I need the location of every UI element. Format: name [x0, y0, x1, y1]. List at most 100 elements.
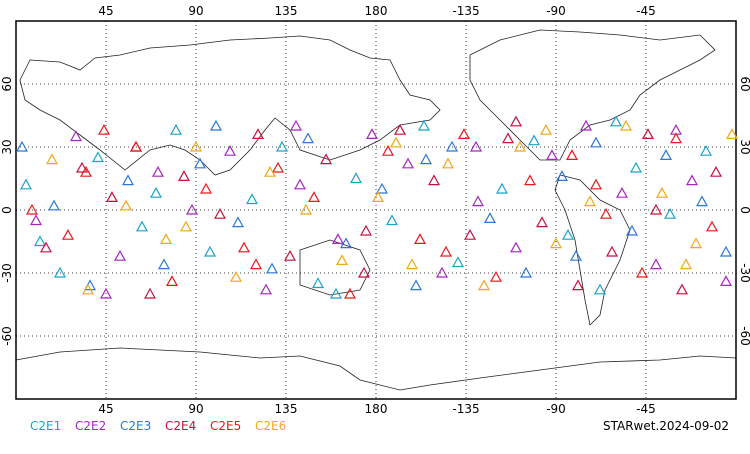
- marker: [625, 224, 639, 236]
- marker: [339, 237, 353, 249]
- marker: [79, 165, 93, 177]
- legend-label: C2E3: [120, 419, 151, 433]
- marker: [99, 287, 113, 299]
- marker: [299, 203, 313, 215]
- marker: [357, 266, 371, 278]
- marker: [439, 245, 453, 257]
- y-tick-label: 60: [738, 76, 750, 91]
- marker: [121, 174, 135, 186]
- marker: [151, 165, 165, 177]
- marker: [289, 119, 303, 131]
- x-tick-label: 135: [275, 4, 298, 18]
- marker: [535, 216, 549, 228]
- marker: [695, 195, 709, 207]
- marker: [293, 178, 307, 190]
- x-tick-label: 135: [275, 402, 298, 416]
- marker: [609, 115, 623, 127]
- marker: [329, 287, 343, 299]
- marker: [463, 228, 477, 240]
- marker: [47, 199, 61, 211]
- marker: [545, 149, 559, 160]
- marker: [375, 182, 389, 194]
- marker: [555, 170, 569, 181]
- marker: [177, 170, 191, 181]
- marker: [237, 241, 251, 253]
- marker: [331, 233, 345, 244]
- marker: [371, 191, 385, 202]
- marker: [169, 123, 183, 135]
- marker: [523, 174, 537, 186]
- marker: [409, 279, 423, 291]
- marker: [549, 237, 563, 249]
- x-tick-label: 180: [365, 4, 388, 18]
- marker: [719, 275, 733, 286]
- marker: [113, 249, 127, 261]
- marker: [39, 241, 53, 253]
- marker: [641, 128, 655, 139]
- marker: [589, 136, 603, 148]
- marker: [229, 270, 243, 282]
- marker: [445, 140, 459, 152]
- marker: [441, 157, 455, 169]
- legend-label: C2E2: [75, 419, 106, 433]
- marker: [61, 228, 75, 240]
- x-tick-label: -45: [636, 4, 656, 18]
- marker: [343, 287, 357, 299]
- marker: [259, 283, 273, 295]
- marker: [705, 220, 719, 232]
- marker: [245, 193, 259, 205]
- y-tick-label: 60: [0, 76, 14, 91]
- marker: [495, 182, 509, 194]
- marker: [97, 123, 111, 135]
- marker: [561, 228, 575, 240]
- marker: [159, 233, 173, 244]
- marker: [307, 191, 321, 202]
- marker: [119, 199, 133, 211]
- marker: [385, 214, 399, 226]
- marker: [649, 203, 663, 215]
- marker: [335, 254, 349, 265]
- marker: [319, 153, 333, 165]
- y-tick-label: -60: [738, 326, 750, 346]
- marker: [689, 237, 703, 249]
- marker: [75, 161, 89, 173]
- marker: [509, 115, 523, 127]
- marker: [209, 119, 223, 131]
- legend-label: C2E5: [210, 419, 241, 433]
- marker: [349, 172, 363, 184]
- marker: [451, 256, 465, 268]
- marker: [311, 277, 325, 289]
- marker: [709, 165, 723, 177]
- y-tick-label: 30: [738, 139, 750, 154]
- x-tick-label: 45: [98, 4, 113, 18]
- coastlines: [15, 29, 737, 391]
- marker: [509, 241, 523, 253]
- marker: [19, 178, 33, 190]
- x-tick-label: 180: [365, 402, 388, 416]
- x-tick-label: -45: [636, 402, 656, 416]
- marker: [135, 220, 149, 232]
- marker: [675, 283, 689, 295]
- marker: [69, 130, 83, 142]
- x-tick-label: 45: [98, 402, 113, 416]
- marker: [199, 182, 213, 194]
- marker: [469, 140, 483, 152]
- marker: [659, 149, 673, 160]
- stamp: STARwet.2024-09-02: [603, 419, 729, 433]
- marker: [501, 132, 515, 144]
- marker: [179, 220, 193, 232]
- marker: [25, 203, 39, 215]
- marker: [251, 128, 265, 139]
- marker: [213, 207, 227, 219]
- marker: [419, 153, 433, 165]
- marker: [143, 287, 157, 299]
- x-tick-label: 90: [188, 402, 203, 416]
- marker: [401, 157, 415, 169]
- legend-label: C2E4: [165, 419, 196, 433]
- marker: [471, 195, 485, 207]
- marker: [489, 270, 503, 282]
- marker: [427, 174, 441, 186]
- marker: [599, 207, 613, 219]
- marker: [15, 140, 29, 152]
- marker: [203, 245, 217, 257]
